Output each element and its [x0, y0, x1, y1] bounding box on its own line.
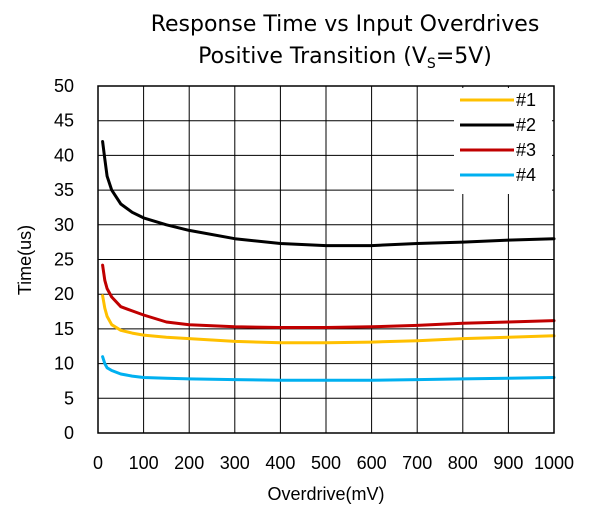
chart-subtitle: Positive Transition (VS=5V): [198, 44, 492, 72]
x-tick-label: 1000: [534, 453, 574, 473]
x-tick-label: 500: [311, 453, 341, 473]
x-tick-label: 0: [93, 453, 103, 473]
y-tick-label: 50: [54, 76, 74, 96]
chart-subtitle-prefix: Positive Transition (V: [198, 44, 427, 69]
y-tick-label: 20: [54, 284, 74, 304]
legend-label: #4: [516, 165, 536, 185]
y-axis-ticks: 0 5 10 15 20 25 30 35 40 45 50: [54, 76, 74, 443]
x-axis-ticks: 0 100 200 300 400 500 600 700 800 900 1000: [93, 453, 574, 473]
x-tick-label: 100: [129, 453, 159, 473]
series-line-1: [103, 296, 554, 343]
legend-label: #3: [516, 140, 536, 160]
y-tick-label: 10: [54, 354, 74, 374]
y-tick-label: 15: [54, 319, 74, 339]
x-tick-label: 900: [493, 453, 523, 473]
legend-box: [454, 88, 552, 194]
y-tick-label: 40: [54, 145, 74, 165]
x-tick-label: 400: [265, 453, 295, 473]
y-tick-label: 30: [54, 215, 74, 235]
legend: #1 #2 #3 #4: [454, 88, 552, 194]
y-tick-label: 5: [64, 388, 74, 408]
chart-subtitle-subscript: S: [427, 56, 436, 72]
x-tick-label: 800: [448, 453, 478, 473]
x-tick-label: 600: [357, 453, 387, 473]
y-tick-label: 25: [54, 250, 74, 270]
x-tick-label: 200: [174, 453, 204, 473]
series-line-3: [103, 265, 554, 327]
y-axis-label: Time(us): [15, 225, 35, 295]
x-axis-label: Overdrive(mV): [267, 484, 384, 504]
series-line-4: [103, 357, 554, 381]
x-tick-label: 300: [220, 453, 250, 473]
y-tick-label: 0: [64, 423, 74, 443]
y-tick-label: 35: [54, 180, 74, 200]
legend-label: #1: [516, 90, 536, 110]
chart-title: Response Time vs Input Overdrives: [151, 12, 540, 37]
y-tick-label: 45: [54, 111, 74, 131]
x-tick-label: 700: [402, 453, 432, 473]
legend-label: #2: [516, 115, 536, 135]
chart-subtitle-suffix: =5V): [436, 44, 492, 69]
